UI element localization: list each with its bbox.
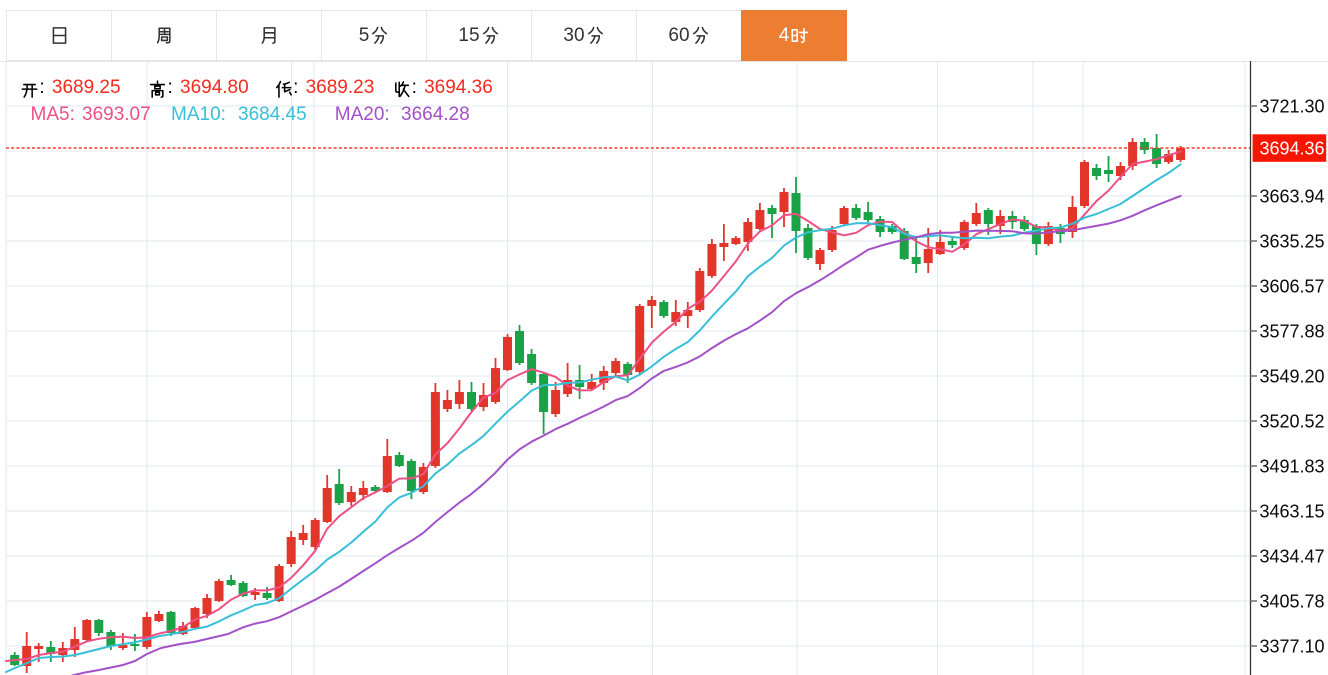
svg-text:3549.20: 3549.20: [1260, 367, 1325, 387]
svg-text:3635.25: 3635.25: [1260, 232, 1325, 252]
svg-text:3577.88: 3577.88: [1260, 322, 1325, 342]
svg-text:3520.52: 3520.52: [1260, 412, 1325, 432]
svg-text:3694.36: 3694.36: [1259, 139, 1324, 159]
svg-text:3377.10: 3377.10: [1260, 637, 1325, 657]
svg-text:3606.57: 3606.57: [1260, 277, 1325, 297]
svg-text:3491.83: 3491.83: [1260, 457, 1325, 477]
svg-text:3663.94: 3663.94: [1260, 187, 1325, 207]
svg-text:3463.15: 3463.15: [1260, 502, 1325, 522]
svg-text:3721.30: 3721.30: [1260, 97, 1325, 117]
svg-text:3405.78: 3405.78: [1260, 592, 1325, 612]
svg-text:3434.47: 3434.47: [1260, 547, 1325, 567]
